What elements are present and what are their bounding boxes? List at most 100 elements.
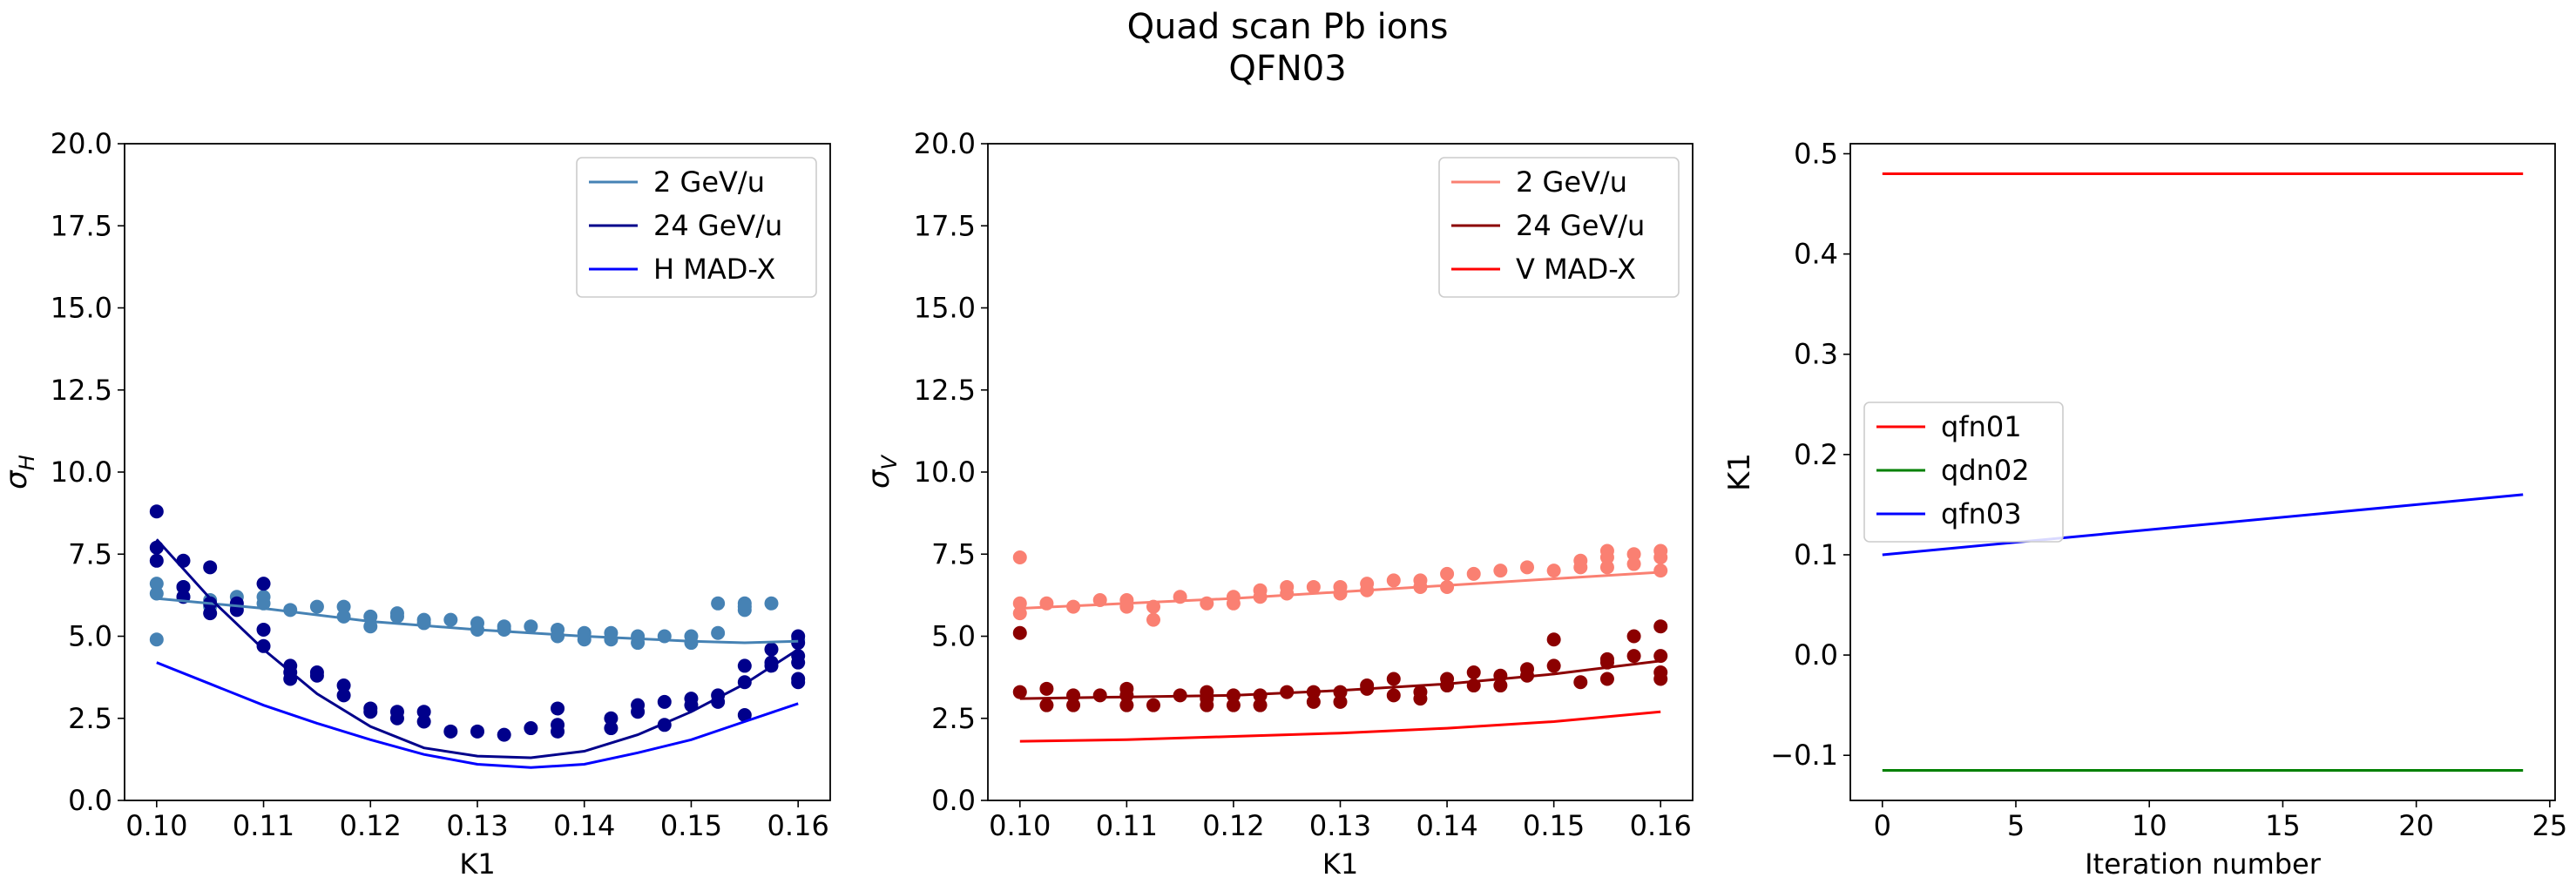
y-axis-label-base: σ: [862, 469, 896, 489]
y-tick-label: 0.1: [1794, 538, 1838, 571]
x-axis-label: Iteration number: [2085, 847, 2322, 881]
data-point: [1466, 566, 1481, 581]
data-point: [1333, 685, 1348, 699]
data-point: [791, 655, 806, 670]
data-point: [470, 724, 484, 739]
y-tick-label: 2.5: [931, 702, 976, 735]
chart-2: 0.10 0.11 0.12 0.13 0.14 0.15 0.16 0.0 2.5 5.0 7.5…: [862, 127, 1694, 881]
y-axis-label: K1: [1722, 453, 1757, 491]
data-point: [1012, 606, 1027, 621]
data-point: [1653, 564, 1668, 578]
y-tick-label: 5.0: [931, 620, 976, 653]
data-point: [1653, 550, 1668, 565]
data-point: [1546, 632, 1561, 647]
data-point: [203, 560, 218, 575]
data-point: [283, 603, 298, 618]
y-tick-label: 20.0: [914, 127, 976, 160]
chart-1: 0.10 0.11 0.12 0.13 0.14 0.15 0.16 0.0 2.5 5.0 7.5…: [0, 127, 831, 881]
x-tick-label: 0.14: [553, 809, 615, 842]
series-line: [156, 597, 799, 645]
data-point: [1066, 698, 1081, 712]
data-point: [309, 668, 324, 683]
data-point: [604, 632, 619, 647]
legend-label: qdn02: [1941, 454, 2030, 487]
plot-area: [1882, 172, 2524, 772]
data-point: [176, 553, 191, 568]
x-tick-label: 0: [1874, 809, 1891, 842]
x-tick-label: 0.14: [1416, 809, 1477, 842]
y-tick-label: 10.0: [51, 456, 112, 489]
y-tick-label: −0.1: [1770, 739, 1838, 772]
y-tick-label: 12.5: [914, 374, 976, 407]
y-tick-label: 20.0: [51, 127, 112, 160]
data-point: [524, 721, 538, 736]
data-point: [149, 586, 164, 601]
x-tick-label: 0.11: [233, 809, 294, 842]
data-point: [1626, 557, 1641, 571]
data-point: [149, 553, 164, 568]
data-point: [791, 636, 806, 651]
data-point: [256, 577, 271, 591]
data-point: [497, 727, 511, 742]
data-point: [711, 596, 726, 611]
data-point: [1520, 560, 1535, 575]
y-tick-label: 0.0: [931, 784, 976, 817]
data-point: [149, 540, 164, 555]
y-axis-label-subscript: V: [877, 454, 902, 469]
data-point: [336, 688, 351, 703]
legend-label: qfn03: [1941, 497, 2022, 530]
data-point: [1333, 586, 1348, 601]
legend-label: 2 GeV/u: [1516, 165, 1627, 199]
data-point: [764, 596, 779, 611]
data-point: [389, 711, 404, 726]
data-point: [737, 603, 752, 618]
data-point: [1146, 698, 1160, 712]
plot-area: [149, 504, 806, 769]
data-point: [1306, 579, 1321, 594]
legend-box: [1863, 402, 2064, 543]
data-point: [551, 724, 565, 739]
data-point: [1493, 564, 1508, 578]
data-point: [1012, 685, 1027, 699]
series-line: [156, 661, 799, 769]
data-point: [149, 632, 164, 647]
data-point: [1146, 612, 1160, 627]
data-point: [1306, 694, 1321, 709]
x-tick-label: 15: [2265, 809, 2301, 842]
data-point: [791, 675, 806, 690]
chart-3: 0 5 10 15 20 25 −0.1 0.0 0.1 0.2 0.3 0.4 0.5 Iteratio…: [1722, 138, 2567, 881]
data-point: [604, 721, 619, 736]
y-axis-label: σV: [862, 454, 902, 489]
data-point: [497, 622, 511, 637]
data-point: [1119, 599, 1134, 614]
x-tick-label: 0.13: [1309, 809, 1371, 842]
data-point: [1012, 550, 1027, 565]
y-tick-label: 17.5: [51, 209, 112, 242]
y-tick-label: 0.2: [1794, 438, 1838, 471]
data-point: [1546, 658, 1561, 673]
y-tick-label: 0.5: [1794, 138, 1838, 171]
x-axis-label: K1: [459, 847, 495, 881]
data-point: [1653, 619, 1668, 634]
x-tick-label: 20: [2398, 809, 2434, 842]
data-point: [1599, 672, 1614, 686]
data-point: [149, 577, 164, 591]
data-point: [604, 711, 619, 726]
legend: qfn01 qdn02 qfn03: [1863, 402, 2064, 543]
y-tick-label: 10.0: [914, 456, 976, 489]
data-point: [1226, 596, 1241, 611]
data-point: [149, 504, 164, 519]
x-tick-label: 5: [2007, 809, 2025, 842]
series-line: [1019, 570, 1661, 610]
legend-label: 2 GeV/u: [653, 165, 765, 199]
x-tick-label: 0.15: [1523, 809, 1585, 842]
legend: 2 GeV/u 24 GeV/u V MAD-X: [1438, 157, 1680, 298]
data-point: [1546, 564, 1561, 578]
legend-label: H MAD-X: [653, 253, 775, 286]
x-tick-label: 0.16: [767, 809, 829, 842]
x-tick-label: 0.15: [660, 809, 722, 842]
y-tick-label: 15.0: [914, 292, 976, 325]
data-point: [1119, 698, 1134, 712]
data-point: [711, 625, 726, 640]
